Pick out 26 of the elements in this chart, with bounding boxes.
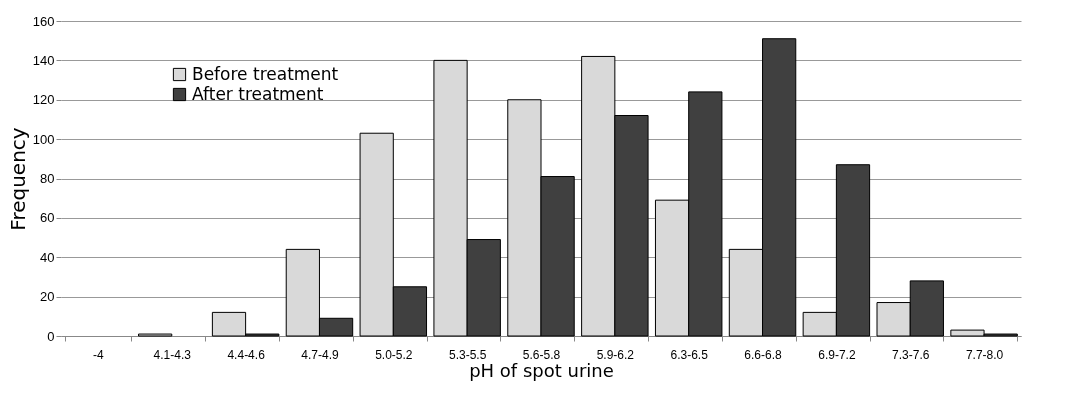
y-axis-title: Frequency <box>5 127 30 231</box>
x-tick-label: 5.9-6.2 <box>596 347 635 362</box>
y-tick-label: 20 <box>40 289 55 305</box>
x-tick-label: -4 <box>93 347 105 362</box>
x-tick-label: 6.3-6.5 <box>670 347 709 362</box>
x-tick-label: 5.0-5.2 <box>375 347 413 362</box>
y-tick-label: 160 <box>32 13 55 29</box>
x-tick-label: 7.3-7.6 <box>892 347 930 362</box>
y-tick-label: 120 <box>32 92 55 108</box>
legend-label: Before treatment <box>192 63 339 84</box>
y-tick-label: 100 <box>32 131 55 147</box>
y-tick-label: 140 <box>32 52 55 68</box>
legend-label: After treatment <box>192 83 324 104</box>
x-tick-label: 4.7-4.9 <box>301 347 339 362</box>
x-tick-label: 4.1-4.3 <box>153 347 192 362</box>
x-tick-label: 5.3-5.5 <box>448 347 487 362</box>
x-tick-label: 6.6-6.8 <box>744 347 783 362</box>
x-tick-label: 7.7-8.0 <box>965 347 1004 362</box>
x-axis-title: pH of spot urine <box>469 359 614 381</box>
y-tick-label: 60 <box>40 210 55 226</box>
y-tick-label: 40 <box>40 249 55 265</box>
x-tick-label: 5.6-5.8 <box>522 347 561 362</box>
x-tick-label: 4.4-4.6 <box>227 347 266 362</box>
y-tick-label: 80 <box>40 171 55 186</box>
y-tick-label: 0 <box>47 328 55 344</box>
x-tick-label: 6.9-7.2 <box>818 347 856 362</box>
